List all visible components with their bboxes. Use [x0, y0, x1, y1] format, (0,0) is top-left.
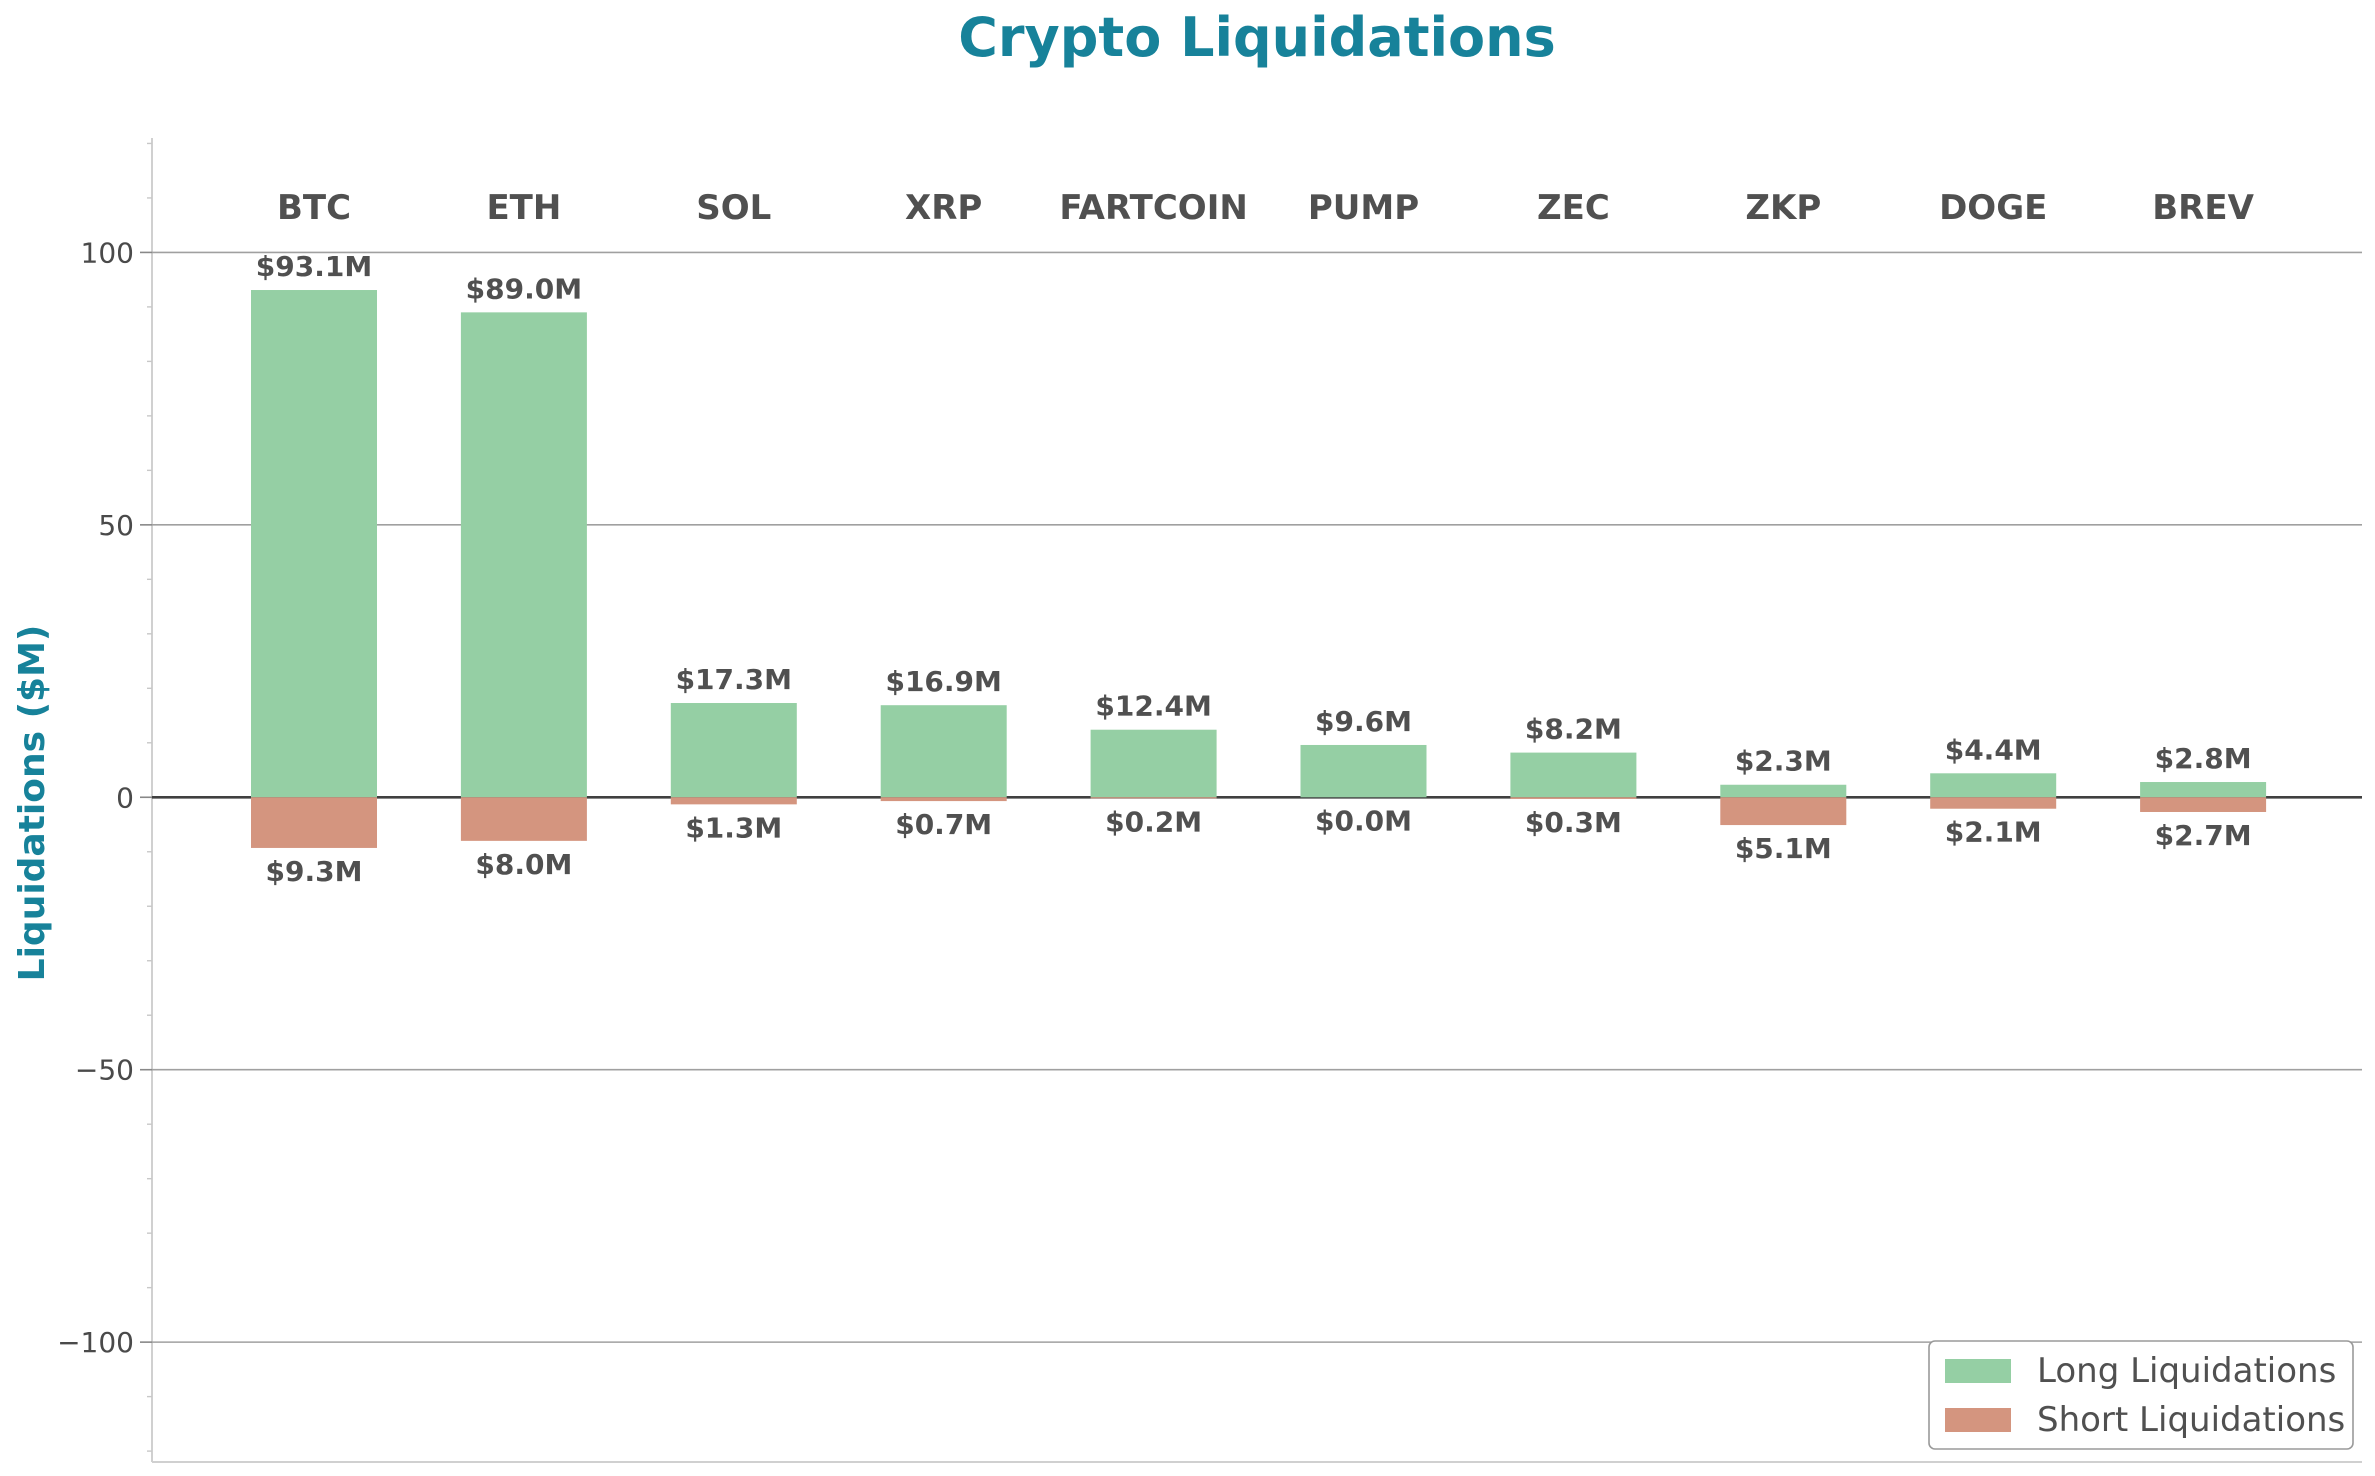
short-value-label: $0.3M — [1525, 806, 1622, 839]
long-value-label: $89.0M — [466, 272, 582, 305]
y-tick-label: 50 — [98, 509, 134, 542]
legend-swatch — [1945, 1359, 2011, 1383]
legend-swatch — [1945, 1408, 2011, 1432]
y-tick-label: 0 — [116, 781, 134, 814]
short-value-label: $0.0M — [1315, 804, 1412, 837]
long-bar — [1510, 752, 1637, 798]
long-bar — [1090, 729, 1217, 798]
legend: Long Liquidations Short Liquidations — [1928, 1340, 2354, 1450]
long-bar — [1720, 784, 1847, 798]
long-bar — [1300, 744, 1427, 798]
long-value-label: $17.3M — [676, 663, 792, 696]
data-labels: BTC $93.1M $9.3M ETH $89.0M $8.0M SOL $17.3M $1.… — [256, 188, 2255, 888]
y-tick-label: 100 — [81, 236, 134, 269]
short-bar — [1510, 797, 1637, 799]
short-value-label: $2.1M — [1945, 816, 2042, 849]
legend-label: Long Liquidations — [2037, 1351, 2336, 1391]
short-bar — [251, 797, 377, 848]
short-value-label: $1.3M — [685, 811, 782, 844]
long-value-label: $4.4M — [1945, 733, 2042, 766]
long-value-label: $16.9M — [885, 665, 1001, 698]
long-bar — [251, 290, 377, 798]
short-bar — [880, 797, 1007, 802]
long-value-label: $2.3M — [1735, 745, 1832, 778]
category-label: BTC — [277, 188, 351, 228]
long-bar — [2140, 782, 2267, 798]
short-bar — [670, 797, 797, 805]
category-label: PUMP — [1308, 188, 1419, 228]
category-label: SOL — [696, 188, 771, 228]
long-value-label: $93.1M — [256, 250, 372, 283]
short-bar — [1090, 797, 1217, 799]
long-value-label: $9.6M — [1315, 705, 1412, 738]
legend-label: Short Liquidations — [2037, 1400, 2345, 1440]
category-label: DOGE — [1939, 188, 2047, 228]
short-value-label: $8.0M — [475, 848, 572, 881]
category-label: FARTCOIN — [1059, 188, 1247, 228]
short-bar — [1720, 797, 1847, 826]
short-bar — [1930, 797, 2057, 809]
long-bar — [880, 705, 1007, 798]
y-tick-label: −50 — [75, 1054, 134, 1087]
legend-box — [1928, 1340, 2354, 1450]
short-value-label: $5.1M — [1735, 832, 1832, 865]
long-bar — [1930, 773, 2057, 798]
short-value-label: $9.3M — [266, 855, 363, 888]
short-value-label: $0.7M — [895, 808, 992, 841]
category-label: ZEC — [1537, 188, 1610, 228]
category-label: ETH — [486, 188, 561, 228]
bars — [251, 290, 2267, 848]
short-bar — [2140, 797, 2267, 812]
y-tick-label: −100 — [57, 1326, 134, 1359]
short-bar — [460, 797, 587, 841]
long-value-label: $2.8M — [2155, 742, 2252, 775]
category-label: ZKP — [1745, 188, 1821, 228]
category-label: XRP — [905, 188, 982, 228]
long-value-label: $8.2M — [1525, 713, 1622, 746]
short-value-label: $2.7M — [2155, 819, 2252, 852]
long-value-label: $12.4M — [1095, 690, 1211, 723]
long-bar — [670, 703, 797, 798]
short-value-label: $0.2M — [1105, 805, 1202, 838]
y-axis-label: Liquidations ($M) — [12, 625, 53, 982]
category-label: BREV — [2152, 188, 2254, 228]
chart-title: Crypto Liquidations — [958, 6, 1555, 69]
long-bar — [460, 312, 587, 798]
